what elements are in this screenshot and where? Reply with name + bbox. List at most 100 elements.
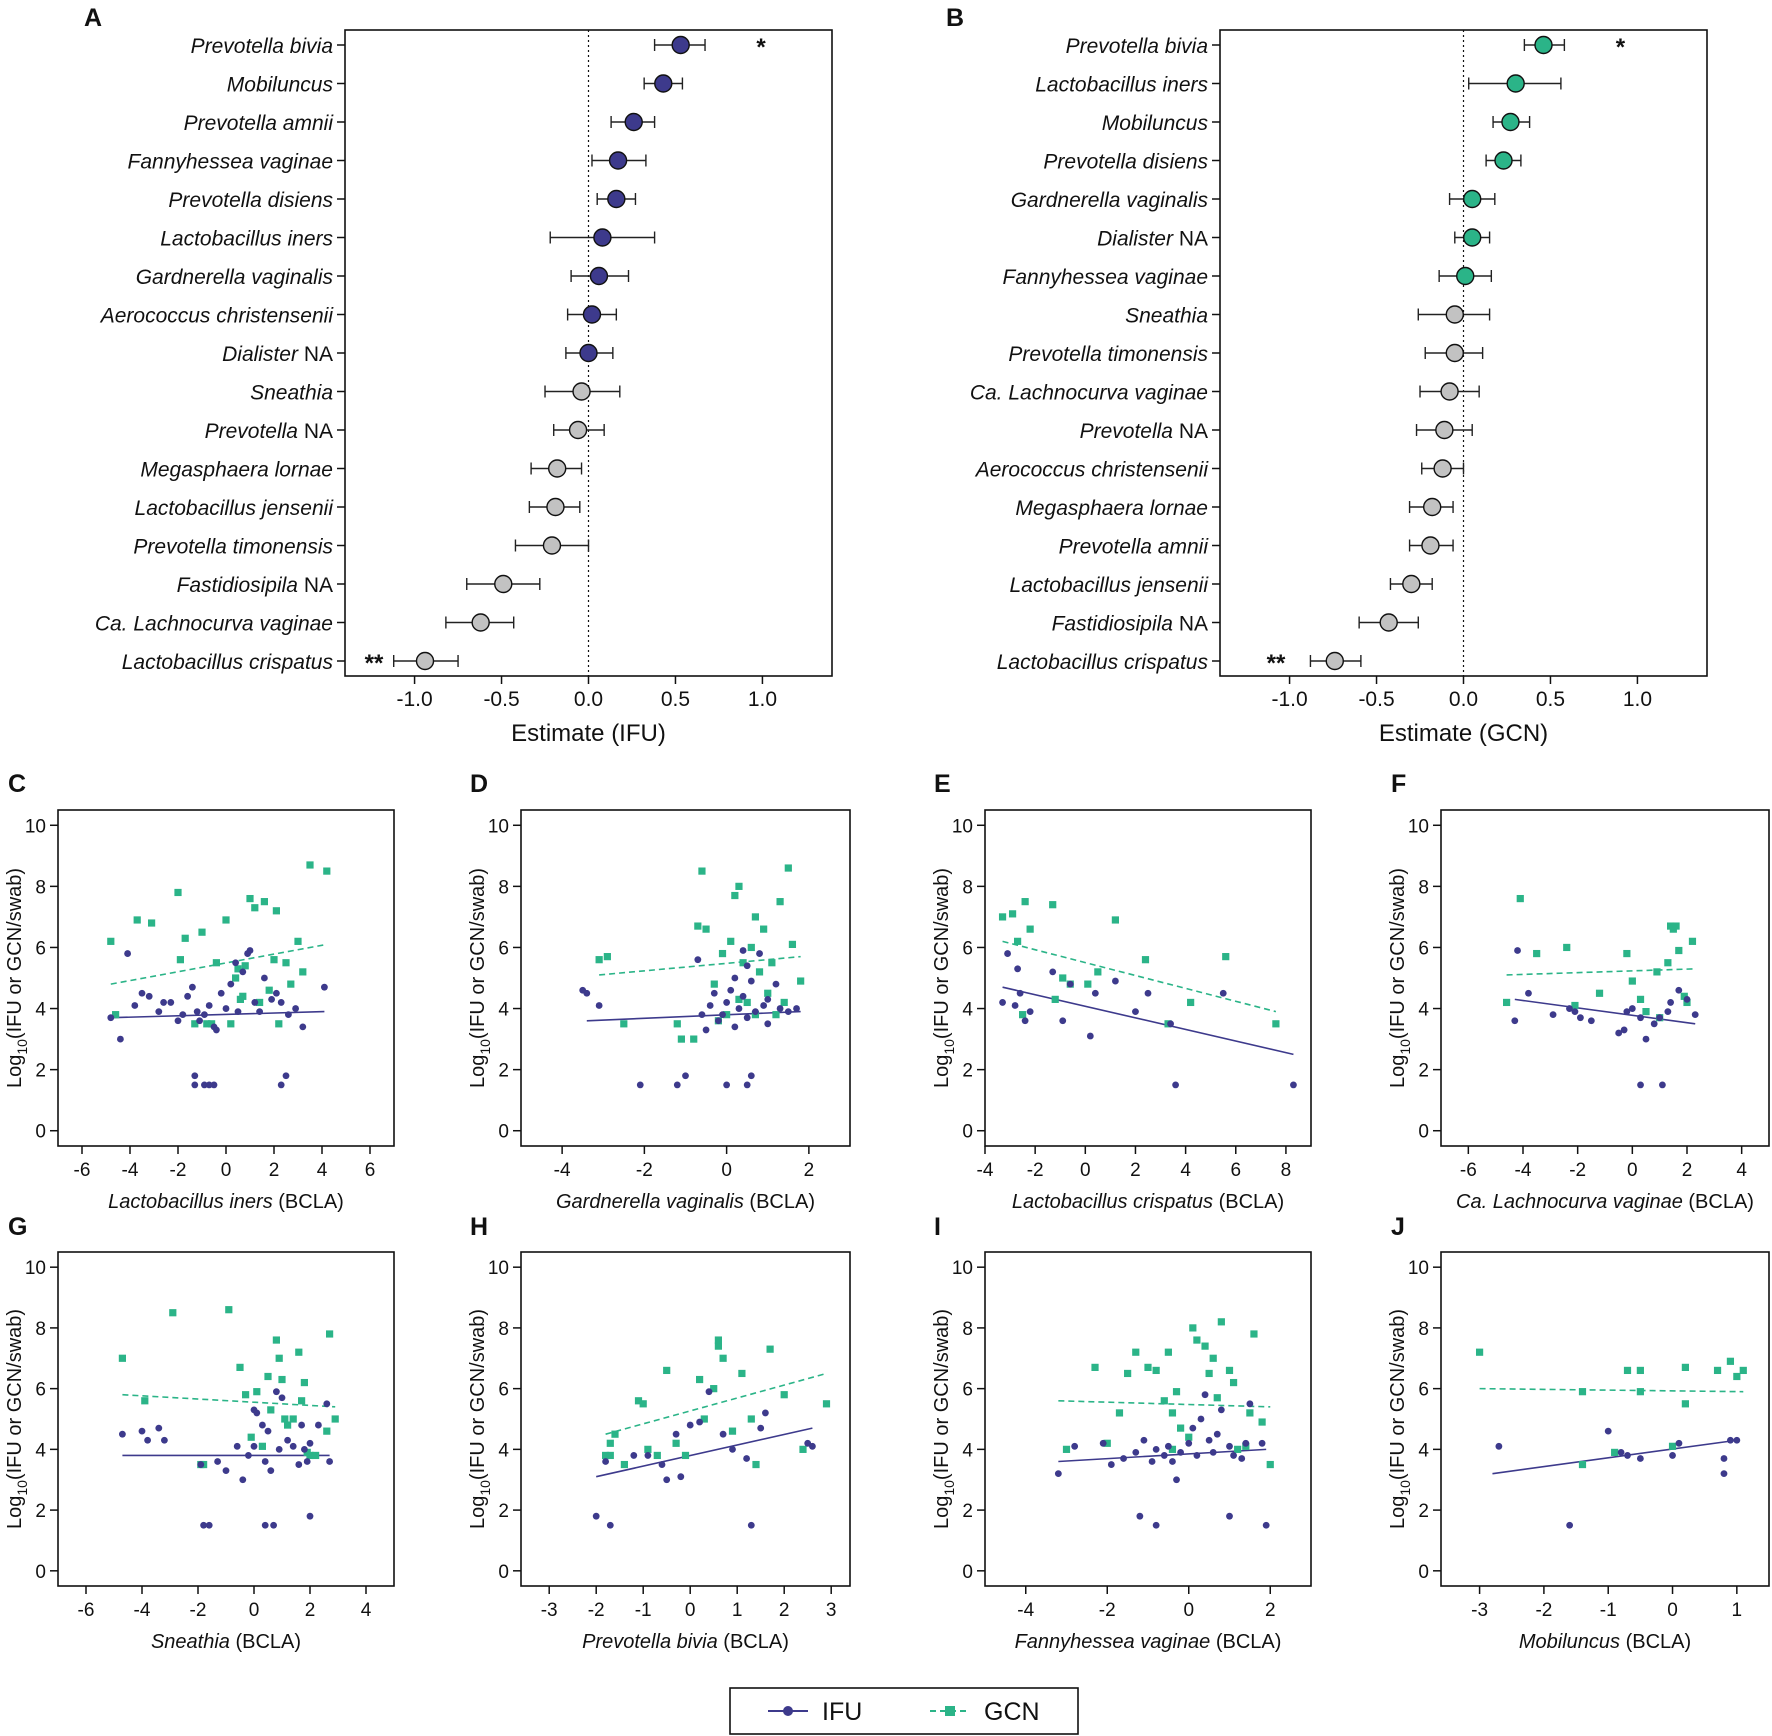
- x-tick-label: -6: [1460, 1160, 1477, 1181]
- y-axis-label-subscript: 10: [1397, 1480, 1413, 1496]
- gcn-point: [1115, 1409, 1124, 1417]
- x-tick-label: 4: [1180, 1160, 1191, 1181]
- panel-letter: C: [8, 770, 26, 798]
- ifu-point: [636, 1081, 644, 1089]
- x-tick-label: 0: [221, 1160, 232, 1181]
- legend: IFU GCN: [729, 1687, 1079, 1735]
- x-tick-label: 1: [1732, 1600, 1743, 1621]
- ifu-point: [1242, 1439, 1250, 1447]
- gcn-point: [1160, 1397, 1168, 1405]
- ifu-point: [644, 1452, 652, 1459]
- row-label-taxon: Mobiluncus: [1102, 112, 1209, 135]
- y-tick-label: 0: [1418, 1122, 1429, 1143]
- gcn-point: [1636, 1388, 1644, 1396]
- gcn-point: [1636, 1366, 1644, 1375]
- gcn-point: [719, 1354, 727, 1362]
- gcn-point: [1187, 998, 1195, 1007]
- ifu-point: [155, 1424, 163, 1432]
- ifu-point: [630, 1452, 638, 1459]
- x-axis-label-taxon: Fannyhessea vaginae: [1015, 1631, 1211, 1653]
- gcn-point: [718, 949, 727, 958]
- row-label: Prevotella timonensis: [133, 536, 333, 559]
- x-tick-label: 6: [365, 1160, 376, 1181]
- ifu-point: [205, 1081, 213, 1089]
- row-label-taxon: Prevotella timonensis: [1008, 343, 1208, 366]
- estimate-point: [572, 382, 591, 401]
- gcn-point: [1675, 946, 1683, 955]
- row-label: Fastidiosipila NA: [1052, 613, 1208, 636]
- row-label-taxon: Sneathia: [1125, 305, 1208, 328]
- ifu-point: [743, 1455, 750, 1462]
- gcn-point: [653, 1451, 661, 1460]
- ifu-point: [1675, 986, 1683, 994]
- row-label-taxon: Fastidiosipila: [1052, 613, 1173, 636]
- ifu-point: [1624, 1452, 1631, 1459]
- ifu-point: [1642, 1035, 1650, 1043]
- gcn-point: [780, 998, 788, 1007]
- gcn-point: [799, 1445, 807, 1453]
- panel-letter: A: [84, 4, 102, 32]
- plot-frame: [1440, 1251, 1770, 1587]
- panel-letter: E: [934, 770, 951, 798]
- row-label: Prevotella amnii: [1059, 536, 1210, 559]
- gcn-point: [1636, 995, 1645, 1003]
- estimate-point: [568, 420, 588, 440]
- gcn-point: [606, 1439, 614, 1447]
- significance-stars: **: [1267, 650, 1286, 677]
- gcn-point: [272, 907, 280, 915]
- ifu-point: [1258, 1439, 1266, 1447]
- plot-frame: [57, 809, 395, 1147]
- ifu-point: [1650, 1020, 1658, 1028]
- row-label: Prevotella disiens: [168, 189, 333, 212]
- significance-stars: **: [365, 650, 384, 677]
- gcn-point: [1668, 1442, 1677, 1450]
- ifu-point: [315, 1421, 322, 1429]
- row-label-suffix: NA: [1173, 228, 1208, 251]
- gcn-regression-line: [1002, 940, 1277, 1013]
- gcn-point: [1014, 937, 1022, 945]
- ifu-point: [167, 999, 175, 1006]
- gcn-point: [776, 898, 784, 906]
- row-label-taxon: Prevotella: [205, 420, 298, 443]
- ifu-point: [1144, 989, 1152, 997]
- ifu-point: [1246, 1400, 1254, 1408]
- x-axis-label-taxon: Gardnerella vaginalis: [556, 1191, 744, 1213]
- gcn-point: [644, 1445, 652, 1453]
- row-label: Ca. Lachnocurva vaginae: [95, 613, 333, 636]
- estimate-point: [1445, 343, 1465, 363]
- row-label: Prevotella amnii: [184, 112, 335, 135]
- x-tick-label: 1.0: [1623, 688, 1652, 711]
- estimate-point: [1501, 112, 1520, 132]
- estimate-point: [1422, 497, 1442, 517]
- significance-stars: *: [756, 34, 766, 61]
- y-tick-label: 8: [1418, 877, 1429, 898]
- row-label-suffix: NA: [1173, 420, 1208, 443]
- panel-letter: G: [8, 1213, 27, 1241]
- row-label-taxon: Prevotella disiens: [1043, 151, 1208, 174]
- forest-panel-b: B -1.0 -0.5 0.0 0.5 1.0 Estimate (GCN) Prevotel…: [946, 4, 1708, 747]
- gcn-point: [1681, 1363, 1689, 1371]
- ifu-regression-line: [1002, 986, 1294, 1056]
- gcn-point: [281, 1415, 289, 1423]
- ifu-point: [1604, 1427, 1612, 1435]
- y-tick-label: 8: [498, 1319, 509, 1340]
- x-tick-label: -6: [78, 1600, 95, 1621]
- panel-letter: F: [1391, 770, 1406, 798]
- y-axis-label-subscript: 10: [941, 1039, 957, 1055]
- row-label: Aerococcus christensenii: [99, 305, 335, 328]
- ifu-point: [1059, 1017, 1067, 1025]
- row-label-taxon: Lactobacillus jensenii: [135, 497, 335, 520]
- legend-gcn-label: GCN: [984, 1698, 1040, 1726]
- x-tick-label: 0.0: [574, 688, 603, 711]
- row-label-taxon: Ca. Lachnocurva vaginae: [970, 382, 1208, 405]
- ifu-point: [731, 1023, 739, 1031]
- gcn-point: [1225, 1366, 1234, 1375]
- gcn-point: [1213, 1394, 1221, 1402]
- ifu-point: [1617, 1449, 1625, 1456]
- x-tick-label: -4: [554, 1160, 571, 1181]
- row-label: Prevotella timonensis: [1008, 343, 1208, 366]
- row-label-taxon: Prevotella timonensis: [133, 536, 333, 559]
- ifu-point: [323, 1400, 331, 1408]
- estimate-point: [415, 651, 435, 671]
